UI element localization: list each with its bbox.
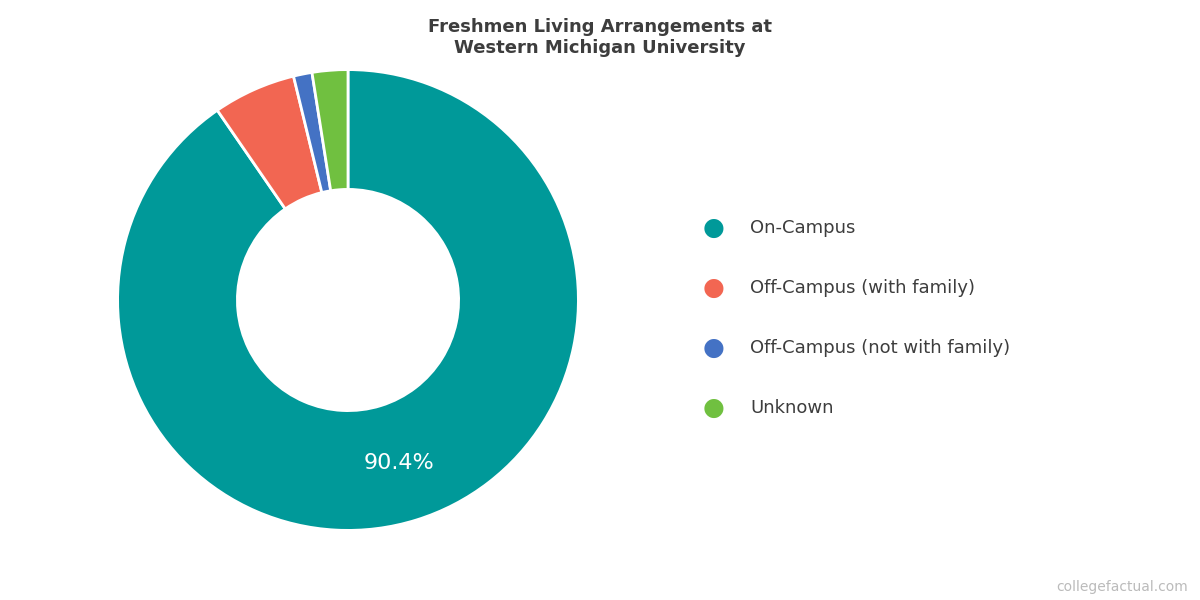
Text: Off-Campus (with family): Off-Campus (with family): [750, 279, 974, 297]
Wedge shape: [217, 76, 322, 209]
Text: Freshmen Living Arrangements at
Western Michigan University: Freshmen Living Arrangements at Western …: [428, 18, 772, 57]
Text: ●: ●: [703, 396, 725, 420]
Text: ●: ●: [703, 276, 725, 300]
Wedge shape: [294, 73, 331, 193]
Wedge shape: [118, 70, 578, 530]
Text: 90.4%: 90.4%: [364, 453, 434, 473]
Text: Unknown: Unknown: [750, 399, 834, 417]
Text: collegefactual.com: collegefactual.com: [1056, 580, 1188, 594]
Text: ●: ●: [703, 336, 725, 360]
Text: ●: ●: [703, 216, 725, 240]
Text: Off-Campus (not with family): Off-Campus (not with family): [750, 339, 1010, 357]
Text: On-Campus: On-Campus: [750, 219, 856, 237]
Wedge shape: [312, 70, 348, 191]
